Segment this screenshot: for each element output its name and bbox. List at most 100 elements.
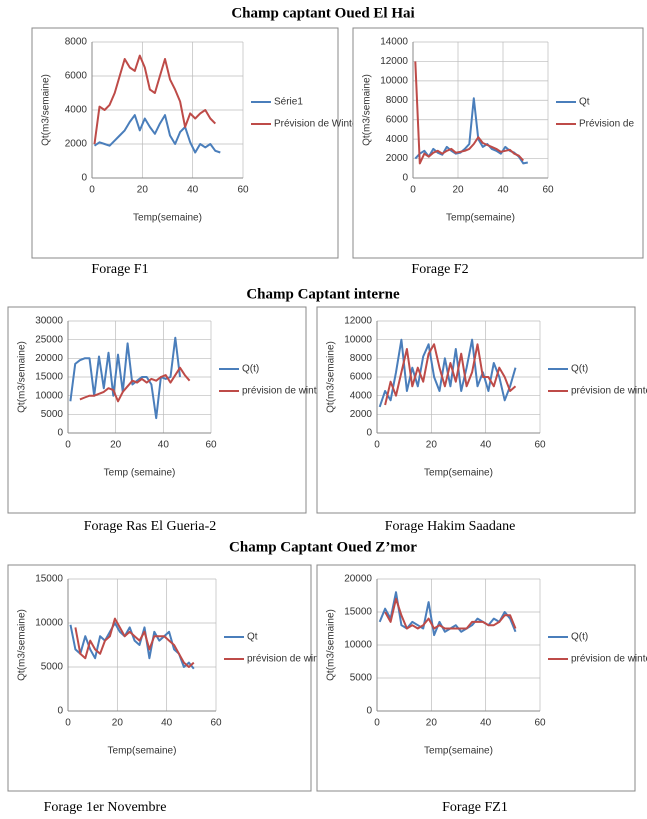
y-axis-title: Qt(m3/semaine) [326,341,337,413]
x-tick-label: 60 [237,185,249,196]
chart-frame [352,27,644,259]
caption: Forage F1 [91,262,148,277]
x-axis-title: Temp(semaine) [133,213,202,224]
chart-frame [7,564,312,792]
y-tick-label: 4000 [350,390,373,401]
series-line [384,597,517,630]
y-tick-label: 10000 [344,334,372,345]
y-tick-label: 0 [402,173,408,184]
series-line [414,61,525,165]
y-tick-label: 10000 [35,390,63,401]
section-title: Champ captant Oued El Hai [231,5,414,21]
y-tick-label: 30000 [35,316,63,327]
x-tick-label: 20 [426,440,438,451]
x-tick-label: 60 [534,718,546,729]
y-tick-label: 8000 [386,95,409,106]
chart-frame [31,27,339,259]
caption: Forage 1er Novembre [44,800,167,815]
series-line [93,114,221,154]
series-line [384,343,517,406]
x-tick-label: 20 [137,185,149,196]
y-tick-label: 2000 [350,409,373,420]
y-tick-label: 12000 [344,316,372,327]
section-title: Champ Captant Oued Z’mor [229,539,417,555]
caption: Forage F2 [411,262,468,277]
x-axis-title: Temp(semaine) [424,746,493,757]
caption: Forage FZ1 [442,800,508,815]
x-tick-label: 40 [187,185,199,196]
y-tick-label: 6000 [350,372,373,383]
x-tick-label: 0 [374,718,380,729]
x-axis-title: Temp(semaine) [424,468,493,479]
x-axis-title: Temp(semaine) [446,213,515,224]
x-tick-label: 0 [89,185,95,196]
x-tick-label: 20 [110,440,122,451]
y-tick-label: 6000 [65,71,88,82]
y-axis-title: Qt(m3/semaine) [17,609,28,681]
caption: Forage Ras El Gueria-2 [84,519,217,534]
y-tick-label: 15000 [35,574,63,585]
x-tick-label: 0 [374,440,380,451]
legend-label: prévision de winters [571,654,647,665]
x-tick-label: 0 [410,185,416,196]
legend-label: Q(t) [571,364,588,375]
y-tick-label: 5000 [350,673,373,684]
chart-frame [316,306,636,514]
series-line [79,366,191,403]
y-tick-label: 20000 [35,353,63,364]
y-tick-label: 10000 [380,75,408,86]
legend-label: Q(t) [242,364,259,375]
y-tick-label: 8000 [65,37,88,48]
x-tick-label: 60 [534,440,546,451]
y-tick-label: 0 [366,706,372,717]
x-tick-label: 0 [65,718,71,729]
y-tick-label: 14000 [380,37,408,48]
y-tick-label: 25000 [35,334,63,345]
legend-label: prévision de winters [571,386,647,397]
y-tick-label: 12000 [380,56,408,67]
y-axis-title: Qt(m3/semaine) [41,74,52,146]
series-line [74,617,195,668]
y-tick-label: 10000 [344,640,372,651]
series-line [378,591,517,637]
y-tick-label: 4000 [65,105,88,116]
legend-label: Qt [579,97,590,108]
y-tick-label: 0 [366,428,372,439]
x-tick-label: 60 [205,440,217,451]
section-title: Champ Captant interne [246,286,400,302]
y-tick-label: 0 [81,173,87,184]
y-tick-label: 15000 [344,607,372,618]
y-tick-label: 10000 [35,618,63,629]
caption: Forage Hakim Saadane [385,519,516,534]
x-tick-label: 60 [210,718,222,729]
y-tick-label: 15000 [35,372,63,383]
y-tick-label: 2000 [386,153,409,164]
x-tick-label: 40 [480,440,492,451]
y-axis-title: Qt(m3/semaine) [362,74,373,146]
x-tick-label: 40 [497,185,509,196]
x-axis-title: Temp (semaine) [104,468,176,479]
y-tick-label: 0 [57,428,63,439]
legend-label: Q(t) [571,632,588,643]
legend-label: Prévision de Winters [274,119,366,130]
y-tick-label: 0 [57,706,63,717]
legend-label: prévision de winters [247,654,335,665]
x-tick-label: 20 [426,718,438,729]
x-tick-label: 60 [542,185,554,196]
y-tick-label: 20000 [344,574,372,585]
y-axis-title: Qt(m3/semaine) [326,609,337,681]
y-tick-label: 4000 [386,134,409,145]
y-tick-label: 8000 [350,353,373,364]
y-tick-label: 5000 [41,409,64,420]
x-tick-label: 40 [158,440,170,451]
legend-label: Qt [247,632,258,643]
y-tick-label: 6000 [386,114,409,125]
x-axis-title: Temp(semaine) [108,746,177,757]
x-tick-label: 40 [480,718,492,729]
x-tick-label: 40 [161,718,173,729]
x-tick-label: 0 [65,440,71,451]
legend-label: Série1 [274,97,303,108]
y-axis-title: Qt(m3/semaine) [17,341,28,413]
series-line [93,54,217,145]
